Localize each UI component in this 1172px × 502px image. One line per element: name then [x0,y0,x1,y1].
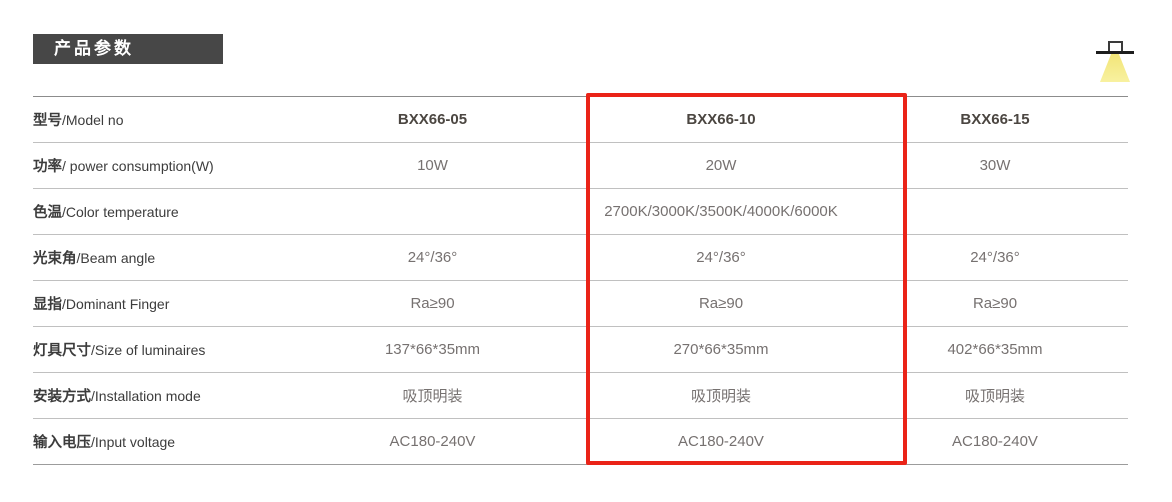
cell-cri-1: Ra≥90 [285,280,580,327]
row-label-en: / power consumption(W) [62,158,214,174]
cell-power-1: 10W [285,142,580,189]
row-label: 功率/ power consumption(W) [33,142,285,189]
row-label-zh: 色温 [33,205,62,221]
table-row-size: 灯具尺寸/Size of luminaires 137*66*35mm 270*… [33,326,1128,373]
row-label: 光束角/Beam angle [33,234,285,281]
table-row-installation: 安装方式/Installation mode 吸顶明装 吸顶明装 吸顶明装 [33,372,1128,419]
row-label: 灯具尺寸/Size of luminaires [33,326,285,373]
table-row-model: 型号/Model no BXX66-05 BXX66-10 BXX66-15 [33,96,1128,143]
cell-color-temp-2: 2700K/3000K/3500K/4000K/6000K [580,188,862,235]
cell-size-3: 402*66*35mm [862,326,1128,373]
row-label-zh: 输入电压 [33,435,91,451]
cell-color-temp-3 [862,188,1128,235]
cell-size-2: 270*66*35mm [580,326,862,373]
row-label-en: /Input voltage [91,434,176,450]
cell-power-3: 30W [862,142,1128,189]
cell-installation-3: 吸顶明装 [862,372,1128,419]
cell-beam-angle-1: 24°/36° [285,234,580,281]
cell-voltage-3: AC180-240V [862,418,1128,465]
table-row-power: 功率/ power consumption(W) 10W 20W 30W [33,142,1128,189]
lamp-light-cone [1100,54,1130,82]
row-label-zh: 型号 [33,113,62,129]
row-label-zh: 光束角 [33,251,77,267]
cell-installation-1: 吸顶明装 [285,372,580,419]
cell-size-1: 137*66*35mm [285,326,580,373]
cell-power-2: 20W [580,142,862,189]
row-label-en: /Installation mode [91,388,201,404]
row-label-en: /Dominant Finger [62,296,170,312]
row-label-en: /Model no [62,112,124,128]
cell-voltage-1: AC180-240V [285,418,580,465]
row-label-en: /Color temperature [62,204,179,220]
row-label-zh: 灯具尺寸 [33,343,91,359]
cell-model-bxx66-15: BXX66-15 [862,96,1128,143]
cell-cri-3: Ra≥90 [862,280,1128,327]
row-label: 型号/Model no [33,96,285,143]
cell-installation-2: 吸顶明装 [580,372,862,419]
row-label-zh: 安装方式 [33,389,91,405]
row-label-zh: 显指 [33,297,62,313]
lamp-ceiling-bar [1096,51,1134,54]
table-row-cri: 显指/Dominant Finger Ra≥90 Ra≥90 Ra≥90 [33,280,1128,327]
table-row-input-voltage: 输入电压/Input voltage AC180-240V AC180-240V… [33,418,1128,465]
row-label: 显指/Dominant Finger [33,280,285,327]
row-label-en: /Beam angle [76,250,156,266]
row-label: 输入电压/Input voltage [33,418,285,465]
spec-table: 型号/Model no BXX66-05 BXX66-10 BXX66-15 功… [33,96,1128,465]
row-label-en: /Size of luminaires [91,342,206,358]
table-row-color-temperature: 色温/Color temperature 2700K/3000K/3500K/4… [33,188,1128,235]
cell-beam-angle-3: 24°/36° [862,234,1128,281]
table-row-beam-angle: 光束角/Beam angle 24°/36° 24°/36° 24°/36° [33,234,1128,281]
ceiling-lamp-icon [1094,30,1136,84]
cell-model-bxx66-05: BXX66-05 [285,96,580,143]
cell-voltage-2: AC180-240V [580,418,862,465]
row-label-zh: 功率 [33,159,62,175]
cell-color-temp-1 [285,188,580,235]
row-label: 安装方式/Installation mode [33,372,285,419]
cell-cri-2: Ra≥90 [580,280,862,327]
cell-model-bxx66-10: BXX66-10 [580,96,862,143]
cell-beam-angle-2: 24°/36° [580,234,862,281]
row-label: 色温/Color temperature [33,188,285,235]
section-title: 产品参数 [33,34,223,64]
